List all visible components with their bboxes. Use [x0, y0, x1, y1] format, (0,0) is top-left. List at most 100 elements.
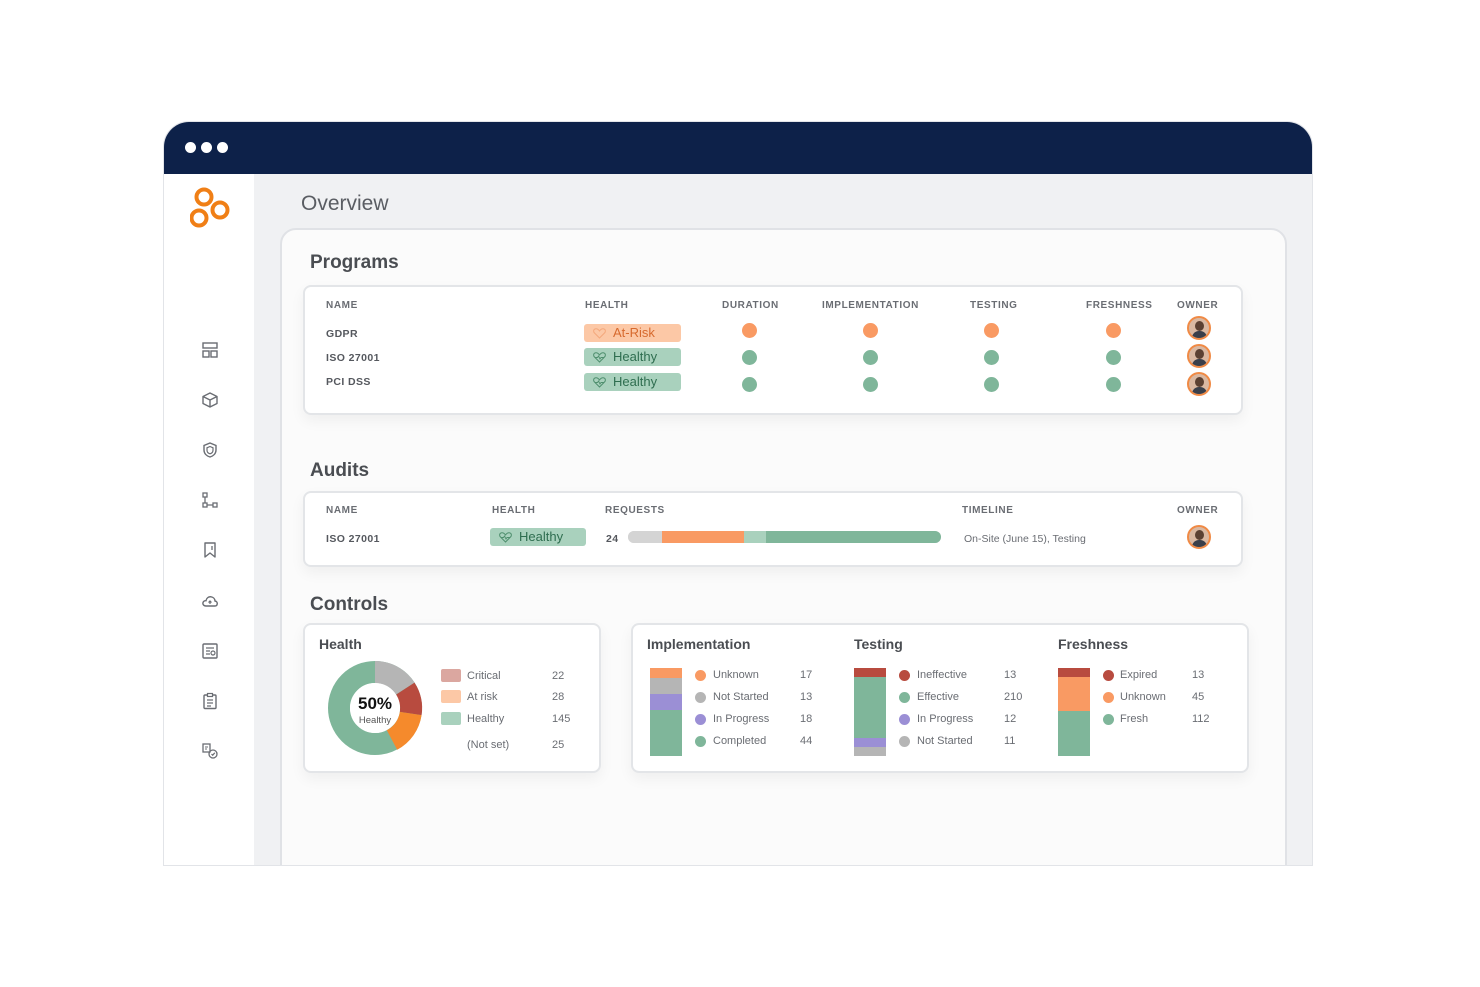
stack-segment-expired	[1058, 668, 1090, 677]
window-dot-icon[interactable]	[185, 142, 196, 153]
testing-status-dot	[984, 350, 999, 365]
donut-center-label: Healthy	[358, 715, 392, 726]
audit-name[interactable]: ISO 27001	[326, 533, 380, 545]
col-health[interactable]: HEALTH	[585, 300, 629, 311]
title-bar	[164, 122, 1312, 174]
legend-value: 17	[800, 669, 813, 681]
legend-value: 28	[552, 691, 565, 703]
audits-title: Audits	[310, 460, 370, 481]
app-window: Overview Programs NAME HEALTH DURATION I…	[163, 121, 1313, 866]
program-name[interactable]: ISO 27001	[326, 352, 380, 364]
legend-label: Critical	[467, 670, 501, 682]
legend-dot	[899, 692, 910, 703]
col-owner[interactable]: OWNER	[1177, 505, 1219, 516]
freshness-title: Freshness	[1058, 636, 1129, 652]
legend-value: 13	[1192, 669, 1205, 681]
requests-bar-segment-pending	[628, 531, 663, 543]
requests-bar-segment-done	[765, 531, 941, 543]
requests-count: 24	[606, 533, 619, 545]
health-badge[interactable]: Healthy	[584, 373, 681, 391]
legend-dot	[899, 670, 910, 681]
duration-status-dot	[742, 323, 757, 338]
dashboard-icon[interactable]	[201, 341, 219, 359]
col-duration[interactable]: DURATION	[722, 300, 779, 311]
legend-value: 11	[1004, 735, 1016, 747]
health-badge-label: Healthy	[613, 374, 658, 389]
legend-dot	[1103, 714, 1114, 725]
health-badge[interactable]: Healthy	[584, 348, 681, 366]
cloud-icon[interactable]	[201, 592, 219, 610]
bookmark-icon[interactable]	[201, 541, 219, 559]
legend-label: Effective	[917, 691, 959, 703]
health-badge[interactable]: At-Risk	[584, 324, 681, 342]
owner-avatar[interactable]	[1187, 316, 1211, 340]
legend-dot	[695, 714, 706, 725]
col-testing[interactable]: TESTING	[970, 300, 1018, 311]
legend-value: 22	[552, 670, 565, 682]
program-name[interactable]: GDPR	[326, 328, 358, 340]
col-timeline[interactable]: TIMELINE	[962, 505, 1014, 516]
legend-value: 12	[1004, 713, 1017, 725]
heart-icon	[593, 377, 606, 388]
legend-dot	[899, 736, 910, 747]
legend-dot	[899, 714, 910, 725]
health-donut-chart[interactable]	[325, 658, 425, 758]
col-health[interactable]: HEALTH	[492, 505, 536, 516]
freshness-stacked-bar[interactable]	[1058, 668, 1090, 756]
legend-label: Completed	[713, 735, 767, 747]
col-name[interactable]: NAME	[326, 505, 358, 516]
stack-segment-in-progress	[854, 738, 886, 747]
health-badge-label: Healthy	[519, 529, 564, 544]
legend-value: 44	[800, 735, 813, 747]
shield-icon[interactable]	[201, 441, 219, 459]
stack-segment-not-started	[650, 678, 682, 694]
legend-dot	[695, 692, 706, 703]
freshness-status-dot	[1106, 323, 1121, 338]
heart-icon	[593, 352, 606, 363]
legend-dot	[695, 736, 706, 747]
requests-progress-bar[interactable]	[628, 531, 941, 543]
window-dot-icon[interactable]	[217, 142, 228, 153]
col-owner[interactable]: OWNER	[1177, 300, 1219, 311]
owner-avatar[interactable]	[1187, 344, 1211, 368]
at-risk-swatch	[441, 690, 461, 703]
duration-status-dot	[742, 377, 757, 392]
healthy-swatch	[441, 712, 461, 725]
audits-table: NAME HEALTH REQUESTS TIMELINE OWNER ISO …	[303, 491, 1243, 567]
program-name[interactable]: PCI DSS	[326, 376, 371, 388]
col-implementation[interactable]: IMPLEMENTATION	[822, 300, 919, 311]
legend-dot	[695, 670, 706, 681]
cube-icon[interactable]	[201, 391, 219, 409]
stack-segment-completed	[650, 710, 682, 756]
health-badge[interactable]: Healthy	[490, 528, 586, 546]
legend-dot	[1103, 670, 1114, 681]
stack-segment-unknown	[1058, 677, 1090, 711]
window-dot-icon[interactable]	[201, 142, 212, 153]
implementation-status-dot	[863, 323, 878, 338]
company-logo[interactable]	[190, 186, 234, 232]
col-name[interactable]: NAME	[326, 300, 358, 311]
legend-label: Not Started	[917, 735, 973, 747]
implementation-stacked-bar[interactable]	[650, 668, 682, 756]
col-requests[interactable]: REQUESTS	[605, 505, 665, 516]
legend-dot	[1103, 692, 1114, 703]
testing-stacked-bar[interactable]	[854, 668, 886, 756]
owner-avatar[interactable]	[1187, 525, 1211, 549]
legend-label: In Progress	[917, 713, 974, 725]
health-title: Health	[319, 636, 362, 652]
donut-center-value: 50%	[357, 694, 393, 713]
page-title: Overview	[301, 192, 389, 215]
col-freshness[interactable]: FRESHNESS	[1086, 300, 1153, 311]
workflow-icon[interactable]	[201, 491, 219, 509]
legend-label: Expired	[1120, 669, 1158, 681]
health-panel: Health 50% Healthy Critical 22 At risk 2…	[303, 623, 601, 773]
legend-value: 13	[800, 691, 813, 703]
owner-avatar[interactable]	[1187, 372, 1211, 396]
legend-label: Unknown	[713, 669, 759, 681]
clipboard-icon[interactable]	[201, 692, 219, 710]
audit-timeline: On-Site (June 15), Testing	[964, 533, 1086, 545]
critical-swatch	[441, 669, 461, 682]
controls-breakdown-panel: Implementation Unknown 17 Not Started 13…	[631, 623, 1249, 773]
vendor-icon[interactable]	[201, 742, 219, 760]
report-icon[interactable]	[201, 642, 219, 660]
